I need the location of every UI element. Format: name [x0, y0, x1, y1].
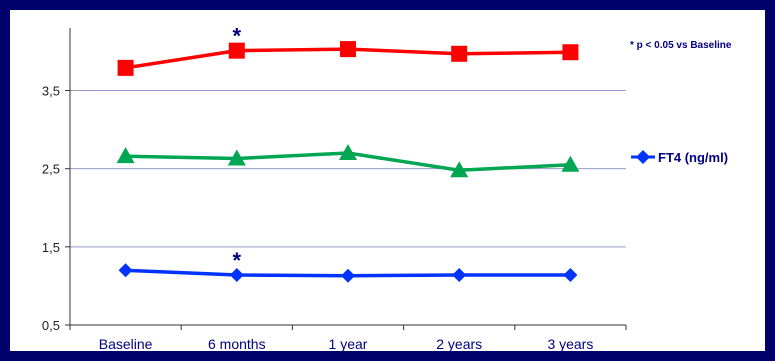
grid-layer [70, 90, 626, 248]
y-tick-label: 1,5 [42, 240, 60, 255]
data-point [340, 41, 356, 58]
legend[interactable]: FT4 (ng/ml) [631, 150, 728, 165]
significance-annotation: * p < 0.05 vs Baseline [630, 40, 732, 51]
data-point [563, 267, 578, 282]
y-tick-label: 2,5 [42, 162, 60, 177]
data-point [339, 144, 357, 161]
significance-layer: ** [233, 24, 242, 273]
series-0 [117, 41, 579, 76]
x-tick-label: 3 years [547, 336, 593, 352]
series-2 [118, 263, 578, 283]
data-point [341, 268, 355, 283]
data-point [451, 45, 468, 62]
series-1 [116, 144, 580, 178]
data-point [116, 147, 135, 164]
series-layer [116, 41, 580, 283]
data-point [118, 263, 133, 278]
data-point [450, 161, 469, 178]
x-tick-label: 1 year [329, 336, 368, 352]
data-point [452, 267, 467, 282]
y-tick-label: 0,5 [42, 318, 60, 333]
data-point [228, 42, 245, 59]
data-point [227, 149, 246, 166]
y-tick-label: 3,5 [42, 84, 60, 99]
axis-layer: 0,5 1,5 2,5 3,5 Baseline 6 months 1 year 2 year… [42, 28, 627, 352]
legend-label: FT4 (ng/ml) [658, 150, 728, 165]
data-point [562, 44, 579, 61]
data-point [561, 155, 580, 172]
x-tick-label: 6 months [208, 336, 266, 352]
x-tick-label: Baseline [99, 336, 153, 352]
legend-marker [636, 150, 650, 164]
significance-star: * [233, 248, 242, 273]
x-tick-label: 2 years [436, 336, 482, 352]
data-point [229, 267, 244, 282]
significance-star: * [233, 24, 242, 49]
data-point [117, 59, 134, 76]
